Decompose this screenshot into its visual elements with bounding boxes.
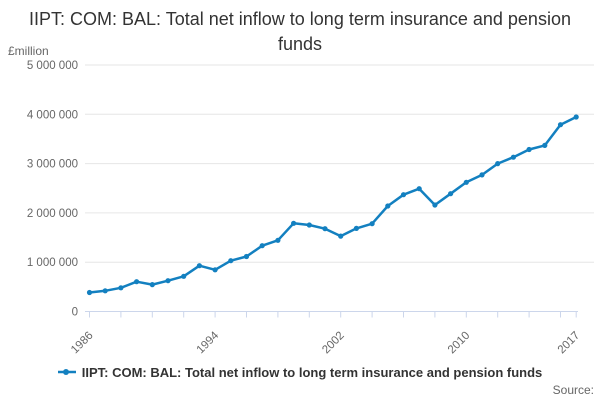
- legend-line-marker-icon: [57, 369, 76, 375]
- data-point-2009[interactable]: [448, 191, 454, 197]
- source-label: Source:: [552, 383, 594, 397]
- data-point-2016[interactable]: [557, 122, 564, 128]
- data-point-2017[interactable]: [573, 114, 579, 120]
- data-point-2010[interactable]: [463, 179, 469, 185]
- data-point-1993[interactable]: [196, 263, 202, 269]
- data-point-2003[interactable]: [353, 225, 359, 231]
- data-point-2004[interactable]: [369, 221, 375, 227]
- y-tick-label: 5 000 000: [27, 60, 78, 72]
- y-tick-label: 4 000 000: [27, 109, 78, 121]
- x-tick-label: 1986: [69, 330, 96, 357]
- y-tick-label: 1 000 000: [27, 257, 78, 269]
- data-point-1994[interactable]: [212, 267, 218, 273]
- data-point-2011[interactable]: [479, 172, 485, 178]
- legend-item[interactable]: IIPT: COM: BAL: Total net inflow to long…: [0, 363, 600, 381]
- data-point-1989[interactable]: [134, 279, 140, 285]
- data-point-2015[interactable]: [542, 142, 548, 148]
- x-tick-label: 2017: [556, 330, 583, 357]
- data-point-2013[interactable]: [510, 154, 516, 160]
- data-point-1998[interactable]: [275, 237, 281, 243]
- data-point-1997[interactable]: [259, 243, 265, 249]
- data-point-2002[interactable]: [338, 233, 344, 239]
- chart-title: IIPT: COM: BAL: Total net inflow to long…: [29, 9, 571, 54]
- data-point-1988[interactable]: [118, 285, 124, 291]
- data-point-2001[interactable]: [322, 226, 328, 232]
- x-tick-label: 1994: [195, 329, 222, 356]
- data-point-2007[interactable]: [416, 186, 422, 192]
- data-point-1992[interactable]: [181, 273, 187, 279]
- data-point-1995[interactable]: [228, 258, 234, 264]
- data-point-1987[interactable]: [102, 288, 108, 294]
- data-point-2005[interactable]: [385, 203, 391, 209]
- data-point-2008[interactable]: [432, 202, 438, 208]
- data-line: [88, 115, 578, 294]
- data-point-1999[interactable]: [291, 220, 297, 226]
- data-point-1991[interactable]: [165, 278, 171, 284]
- data-point-1990[interactable]: [149, 282, 155, 288]
- data-point-2012[interactable]: [495, 161, 501, 167]
- y-tick-label: 0: [72, 307, 78, 319]
- x-tick-label: 2010: [446, 330, 473, 357]
- data-point-1986[interactable]: [86, 289, 93, 296]
- data-point-2000[interactable]: [306, 222, 312, 228]
- data-point-2014[interactable]: [526, 146, 532, 153]
- data-point-2006[interactable]: [400, 192, 407, 198]
- y-tick-label: 2 000 000: [27, 208, 78, 220]
- y-tick-label: 3 000 000: [27, 159, 78, 171]
- legend-label: IIPT: COM: BAL: Total net inflow to long…: [81, 364, 543, 380]
- y-axis-unit-label: £million: [8, 44, 49, 58]
- data-point-1996[interactable]: [243, 253, 250, 260]
- x-tick-label: 2002: [320, 330, 347, 357]
